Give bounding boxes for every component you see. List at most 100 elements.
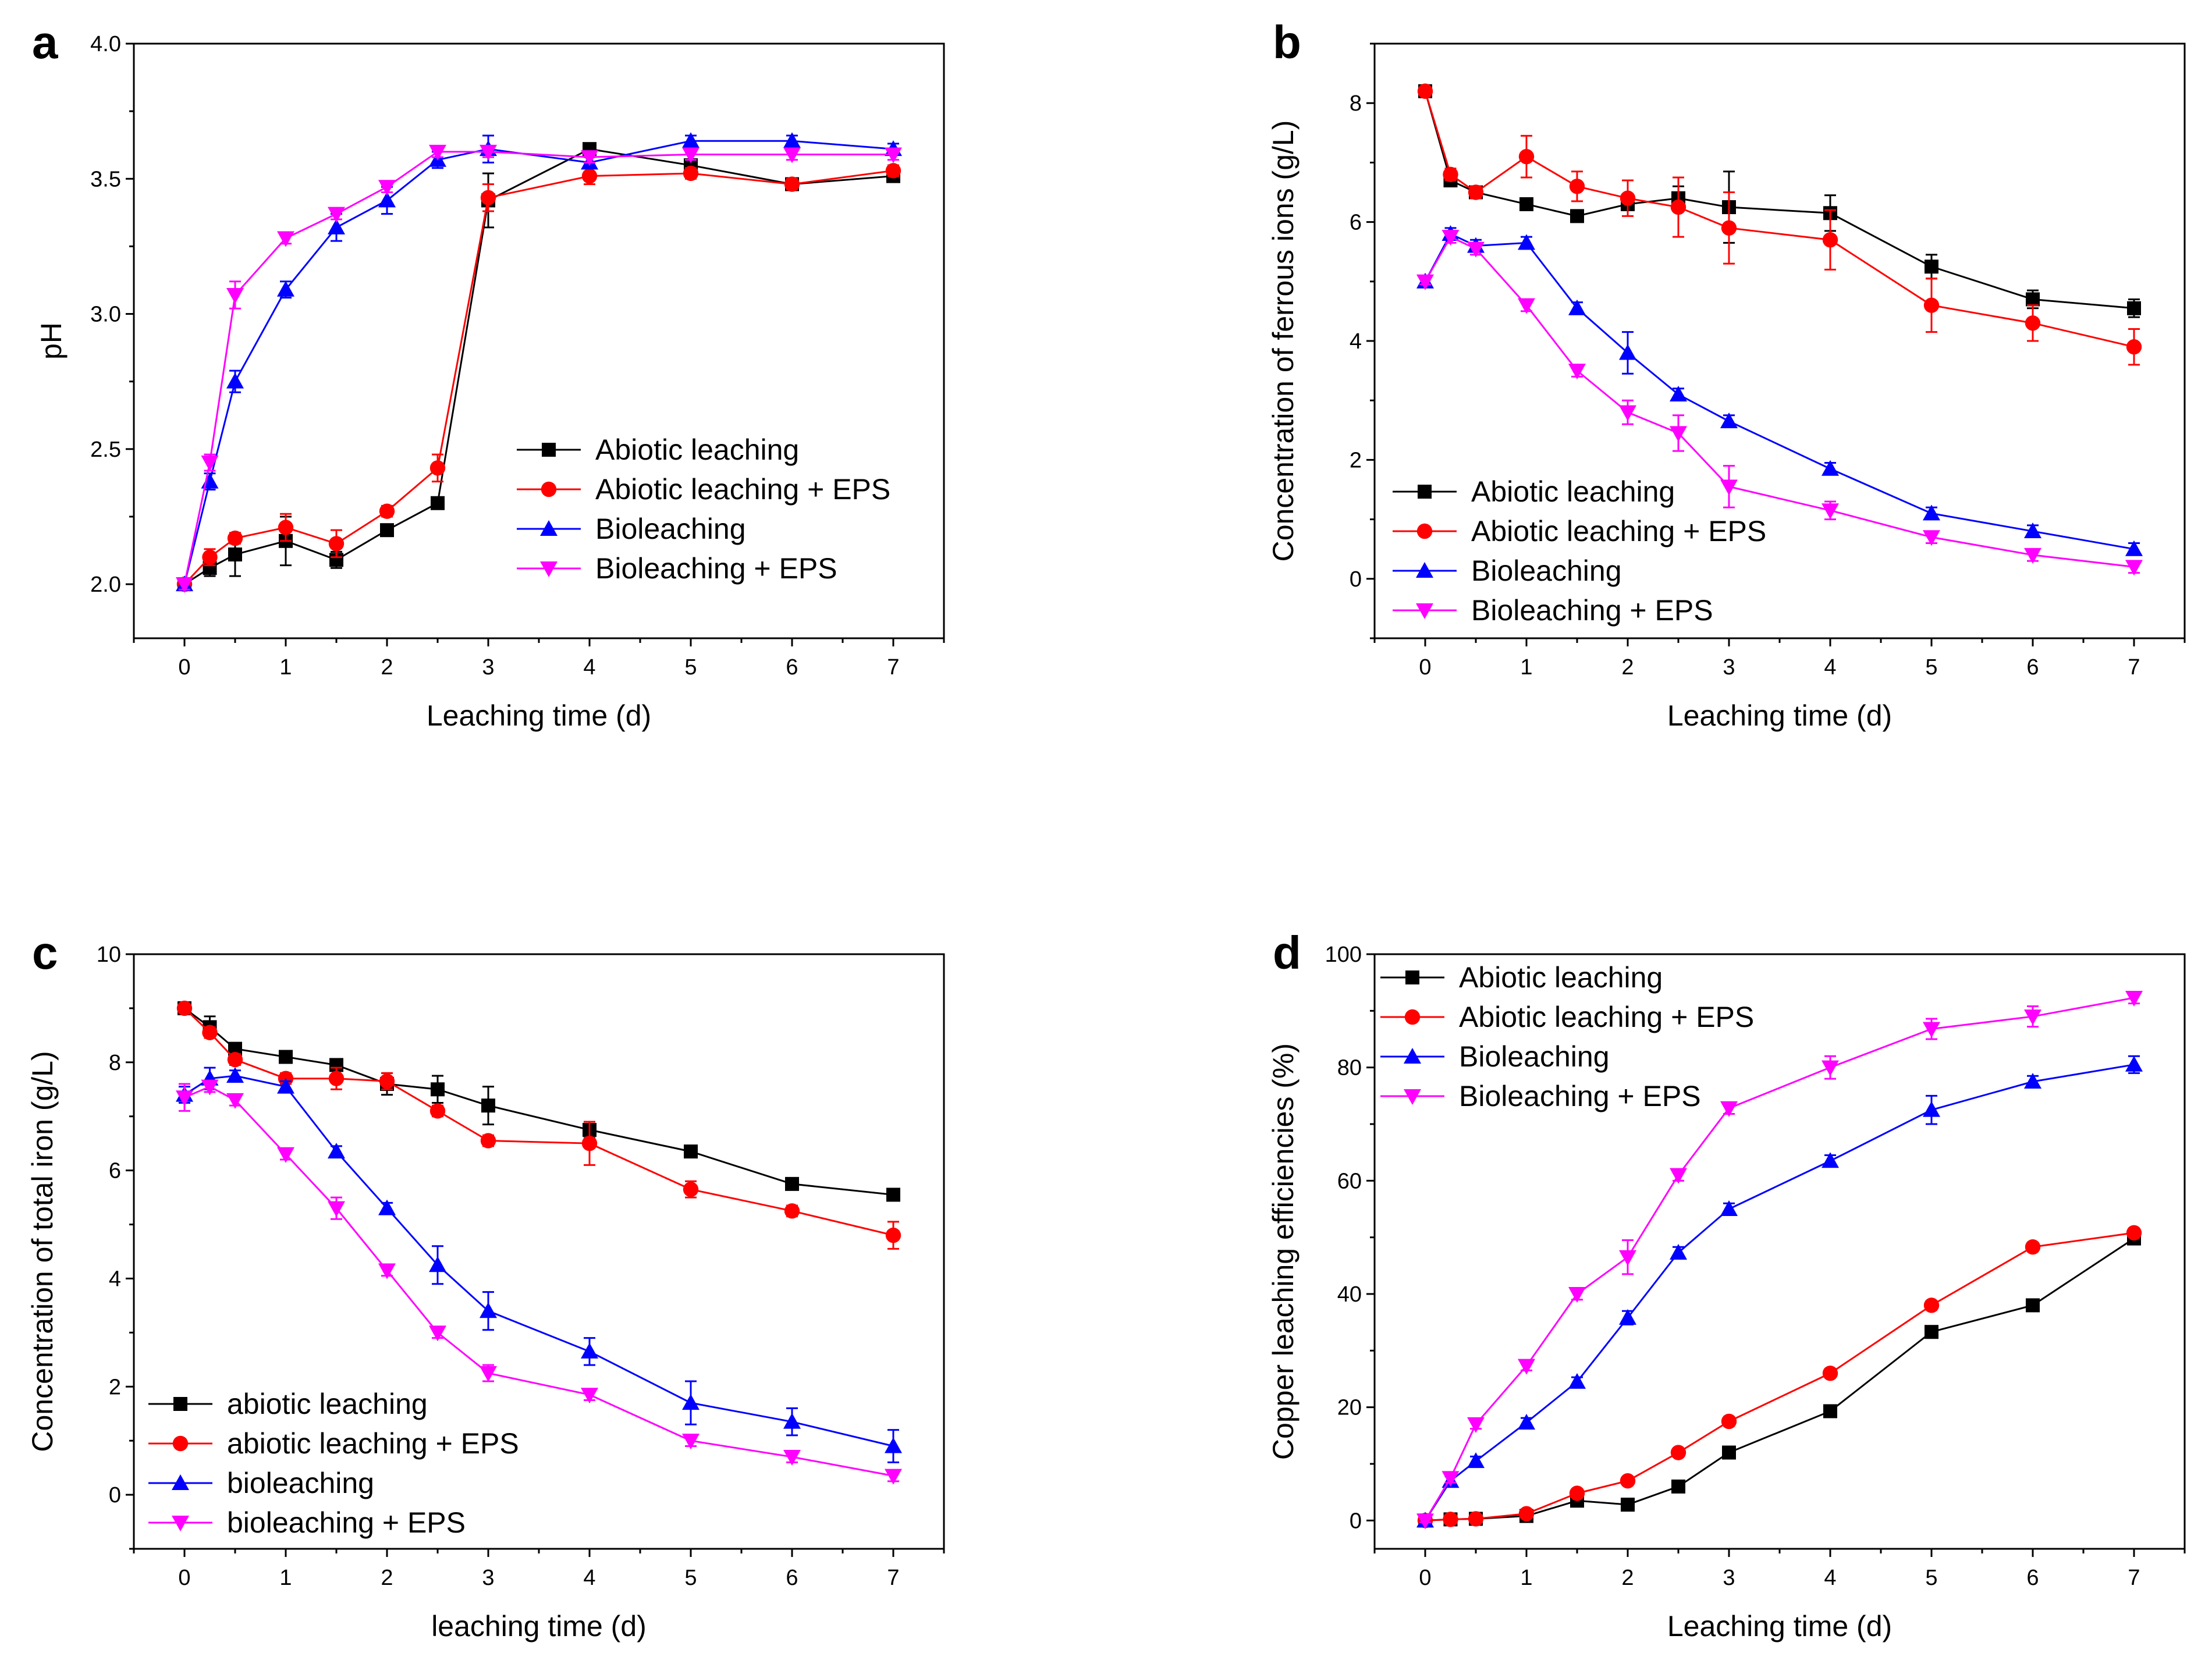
- series-1: [1417, 1225, 2142, 1528]
- data-point: [278, 520, 294, 535]
- y-tick-label: 10: [97, 943, 121, 967]
- data-point: [784, 176, 800, 192]
- data-point: [1619, 405, 1636, 421]
- legend: Abiotic leaching Abiotic leaching + EPS Bi…: [517, 433, 890, 585]
- data-point: [1822, 1366, 1838, 1381]
- series-1: [1417, 83, 2142, 366]
- data-point: [581, 1135, 598, 1151]
- data-point: [2024, 1073, 2041, 1089]
- data-point: [682, 147, 700, 163]
- legend-marker: [1416, 603, 1433, 619]
- panel-a: 0 1 2 3 4 5 6 7 2.0 2.5 3.0 3.5 4.0 Leaching time (d)…: [32, 16, 945, 732]
- legend-label: Abiotic leaching + EPS: [595, 473, 890, 506]
- panel-letter: c: [32, 927, 58, 979]
- legend-label: abiotic leaching + EPS: [227, 1427, 519, 1460]
- legend-marker: [540, 520, 558, 536]
- y-tick-label: 4.0: [90, 32, 121, 56]
- x-tick-label: 1: [279, 1566, 292, 1590]
- series-line: [184, 1007, 894, 1196]
- x-tick-label: 5: [1925, 1566, 1937, 1590]
- x-tick-label: 4: [583, 1566, 595, 1590]
- series-line: [1425, 1232, 2135, 1521]
- y-tick-label: 4: [109, 1267, 121, 1291]
- data-point: [784, 1203, 800, 1219]
- data-point: [1568, 1287, 1586, 1303]
- data-point: [1441, 1471, 1460, 1487]
- data-point: [1923, 530, 1940, 546]
- legend-marker: [541, 481, 557, 497]
- data-point: [885, 1437, 902, 1453]
- x-tick-label: 0: [1419, 655, 1431, 680]
- series-line: [1425, 1238, 2135, 1521]
- data-point: [379, 503, 395, 519]
- y-axis-label: Concentration of total iron (g/L): [26, 1051, 59, 1452]
- x-tick-label: 5: [684, 655, 697, 680]
- series-0: [177, 1001, 900, 1202]
- x-tick-label: 4: [1824, 655, 1836, 680]
- data-point: [481, 1098, 495, 1113]
- legend-label: Bioleaching: [595, 513, 746, 545]
- y-tick-label: 60: [1337, 1169, 1362, 1193]
- data-point: [1670, 385, 1687, 401]
- data-point: [886, 1188, 900, 1202]
- legend-marker: [1416, 523, 1433, 539]
- legend-label: Bioleaching + EPS: [595, 552, 837, 585]
- y-tick-label: 3.5: [90, 167, 121, 191]
- x-axis-label: Leaching time (d): [1667, 1610, 1892, 1642]
- data-point: [480, 1366, 497, 1382]
- data-point: [581, 150, 598, 166]
- data-point: [431, 496, 445, 510]
- legend-marker: [540, 561, 558, 577]
- data-point: [279, 1050, 293, 1064]
- y-tick-label: 4: [1350, 329, 1362, 354]
- panel-letter: d: [1273, 927, 1301, 979]
- data-point: [1620, 190, 1636, 206]
- data-point: [1568, 1373, 1586, 1389]
- data-point: [2126, 1225, 2142, 1241]
- data-point: [228, 547, 242, 561]
- x-tick-label: 2: [381, 1566, 393, 1590]
- series-2: [1416, 1055, 2143, 1528]
- legend-label: Abiotic leaching: [1459, 961, 1663, 994]
- data-point: [379, 1073, 395, 1089]
- data-point: [1441, 230, 1460, 246]
- series-line: [183, 151, 893, 585]
- x-tick-label: 1: [1520, 655, 1532, 680]
- data-point: [682, 1394, 700, 1410]
- y-tick-label: 2.0: [90, 573, 121, 597]
- data-point: [783, 1450, 801, 1466]
- data-point: [1619, 344, 1636, 360]
- data-point: [429, 1325, 446, 1342]
- data-point: [1720, 479, 1738, 496]
- panels: 0 1 2 3 4 5 6 7 2.0 2.5 3.0 3.5 4.0 Leaching time (d)…: [26, 16, 2186, 1642]
- data-point: [1670, 426, 1687, 442]
- x-tick-label: 0: [1419, 1566, 1431, 1590]
- data-point: [1467, 1452, 1485, 1469]
- data-point: [2125, 1055, 2143, 1072]
- x-tick-label: 5: [684, 1566, 697, 1590]
- data-point: [1670, 1243, 1687, 1260]
- data-point: [783, 132, 801, 148]
- data-point: [1443, 1512, 1458, 1527]
- data-point: [1443, 166, 1458, 183]
- data-point: [2026, 1298, 2040, 1313]
- data-point: [1620, 1473, 1636, 1489]
- data-point: [328, 207, 345, 223]
- data-point: [176, 1000, 193, 1016]
- data-point: [277, 1147, 294, 1163]
- data-point: [227, 530, 243, 546]
- data-point: [480, 1133, 496, 1149]
- x-axis-label: Leaching time (d): [427, 699, 651, 732]
- x-tick-label: 6: [2026, 1566, 2039, 1590]
- data-point: [202, 549, 218, 565]
- data-point: [328, 536, 345, 552]
- data-point: [378, 191, 396, 208]
- data-point: [1720, 1200, 1738, 1216]
- legend-label: bioleaching: [227, 1467, 374, 1499]
- data-point: [277, 280, 294, 297]
- x-tick-label: 7: [887, 1566, 899, 1590]
- data-point: [480, 1302, 497, 1318]
- data-point: [378, 1199, 396, 1215]
- y-tick-label: 2: [1350, 448, 1362, 472]
- data-point: [226, 1067, 244, 1083]
